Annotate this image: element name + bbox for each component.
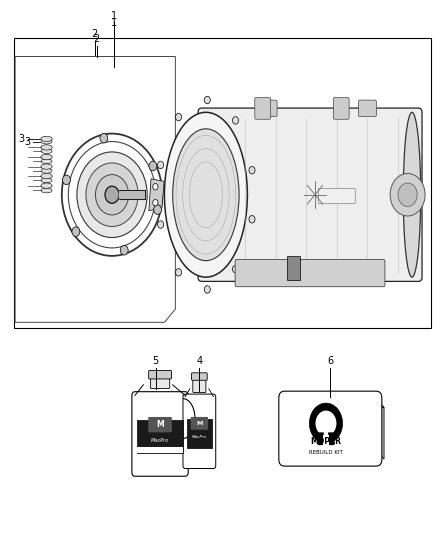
FancyBboxPatch shape	[198, 108, 422, 281]
Text: MaxPro: MaxPro	[192, 434, 207, 439]
Circle shape	[153, 183, 158, 190]
Text: 1: 1	[111, 11, 117, 21]
Text: 2: 2	[92, 29, 98, 39]
Text: 4: 4	[196, 356, 202, 366]
FancyBboxPatch shape	[137, 447, 183, 453]
Polygon shape	[376, 398, 384, 459]
Ellipse shape	[41, 139, 52, 144]
Ellipse shape	[41, 173, 52, 179]
Circle shape	[204, 96, 210, 104]
Ellipse shape	[41, 168, 52, 173]
FancyBboxPatch shape	[150, 375, 170, 389]
Circle shape	[249, 166, 255, 174]
Ellipse shape	[41, 183, 52, 188]
Text: MaxPro: MaxPro	[151, 438, 169, 443]
Text: 3: 3	[25, 136, 31, 147]
FancyBboxPatch shape	[183, 394, 216, 469]
Ellipse shape	[164, 112, 247, 277]
Text: M: M	[156, 420, 164, 429]
Circle shape	[176, 114, 182, 121]
Ellipse shape	[41, 164, 52, 169]
Ellipse shape	[41, 155, 52, 160]
FancyBboxPatch shape	[358, 100, 376, 117]
Text: 6: 6	[327, 356, 333, 366]
Ellipse shape	[41, 178, 52, 183]
Polygon shape	[15, 56, 175, 322]
Circle shape	[77, 152, 147, 238]
Circle shape	[95, 175, 129, 215]
Circle shape	[309, 403, 343, 443]
Polygon shape	[287, 256, 300, 280]
Text: 5: 5	[152, 356, 159, 366]
Circle shape	[233, 265, 239, 273]
FancyBboxPatch shape	[318, 188, 355, 204]
Circle shape	[176, 269, 182, 276]
Circle shape	[154, 205, 162, 214]
Text: REBUILD KIT: REBUILD KIT	[309, 450, 343, 455]
Circle shape	[72, 227, 80, 237]
Polygon shape	[285, 398, 384, 408]
Ellipse shape	[41, 136, 52, 142]
Circle shape	[63, 175, 71, 184]
Ellipse shape	[173, 129, 239, 261]
FancyBboxPatch shape	[318, 432, 324, 445]
Text: 3: 3	[18, 134, 25, 144]
Circle shape	[204, 286, 210, 293]
FancyBboxPatch shape	[328, 432, 334, 445]
Circle shape	[153, 199, 158, 206]
Circle shape	[149, 161, 157, 171]
Circle shape	[315, 410, 336, 436]
Ellipse shape	[403, 112, 421, 277]
FancyBboxPatch shape	[14, 38, 431, 328]
Circle shape	[86, 163, 138, 227]
FancyBboxPatch shape	[191, 417, 208, 430]
Text: MOPAR: MOPAR	[311, 438, 342, 447]
FancyBboxPatch shape	[148, 370, 171, 379]
FancyBboxPatch shape	[132, 392, 188, 476]
Ellipse shape	[41, 149, 52, 154]
Ellipse shape	[41, 159, 52, 164]
FancyBboxPatch shape	[148, 417, 172, 432]
Ellipse shape	[41, 145, 52, 150]
FancyBboxPatch shape	[235, 260, 385, 287]
Polygon shape	[149, 179, 164, 211]
Circle shape	[105, 186, 119, 203]
Text: 2: 2	[94, 34, 100, 44]
Circle shape	[158, 161, 164, 168]
FancyBboxPatch shape	[333, 98, 349, 119]
Circle shape	[390, 173, 425, 216]
Text: 1: 1	[111, 18, 117, 28]
FancyBboxPatch shape	[257, 100, 277, 117]
FancyBboxPatch shape	[279, 391, 382, 466]
Circle shape	[398, 183, 417, 206]
Circle shape	[158, 221, 164, 228]
Circle shape	[120, 246, 128, 255]
Ellipse shape	[41, 188, 52, 193]
FancyBboxPatch shape	[191, 373, 207, 380]
FancyBboxPatch shape	[137, 421, 183, 453]
FancyBboxPatch shape	[255, 98, 271, 119]
Text: M: M	[196, 421, 202, 426]
FancyBboxPatch shape	[193, 377, 206, 392]
Circle shape	[233, 117, 239, 124]
Circle shape	[249, 215, 255, 223]
Circle shape	[100, 133, 108, 143]
FancyBboxPatch shape	[187, 419, 212, 448]
FancyBboxPatch shape	[323, 435, 328, 445]
